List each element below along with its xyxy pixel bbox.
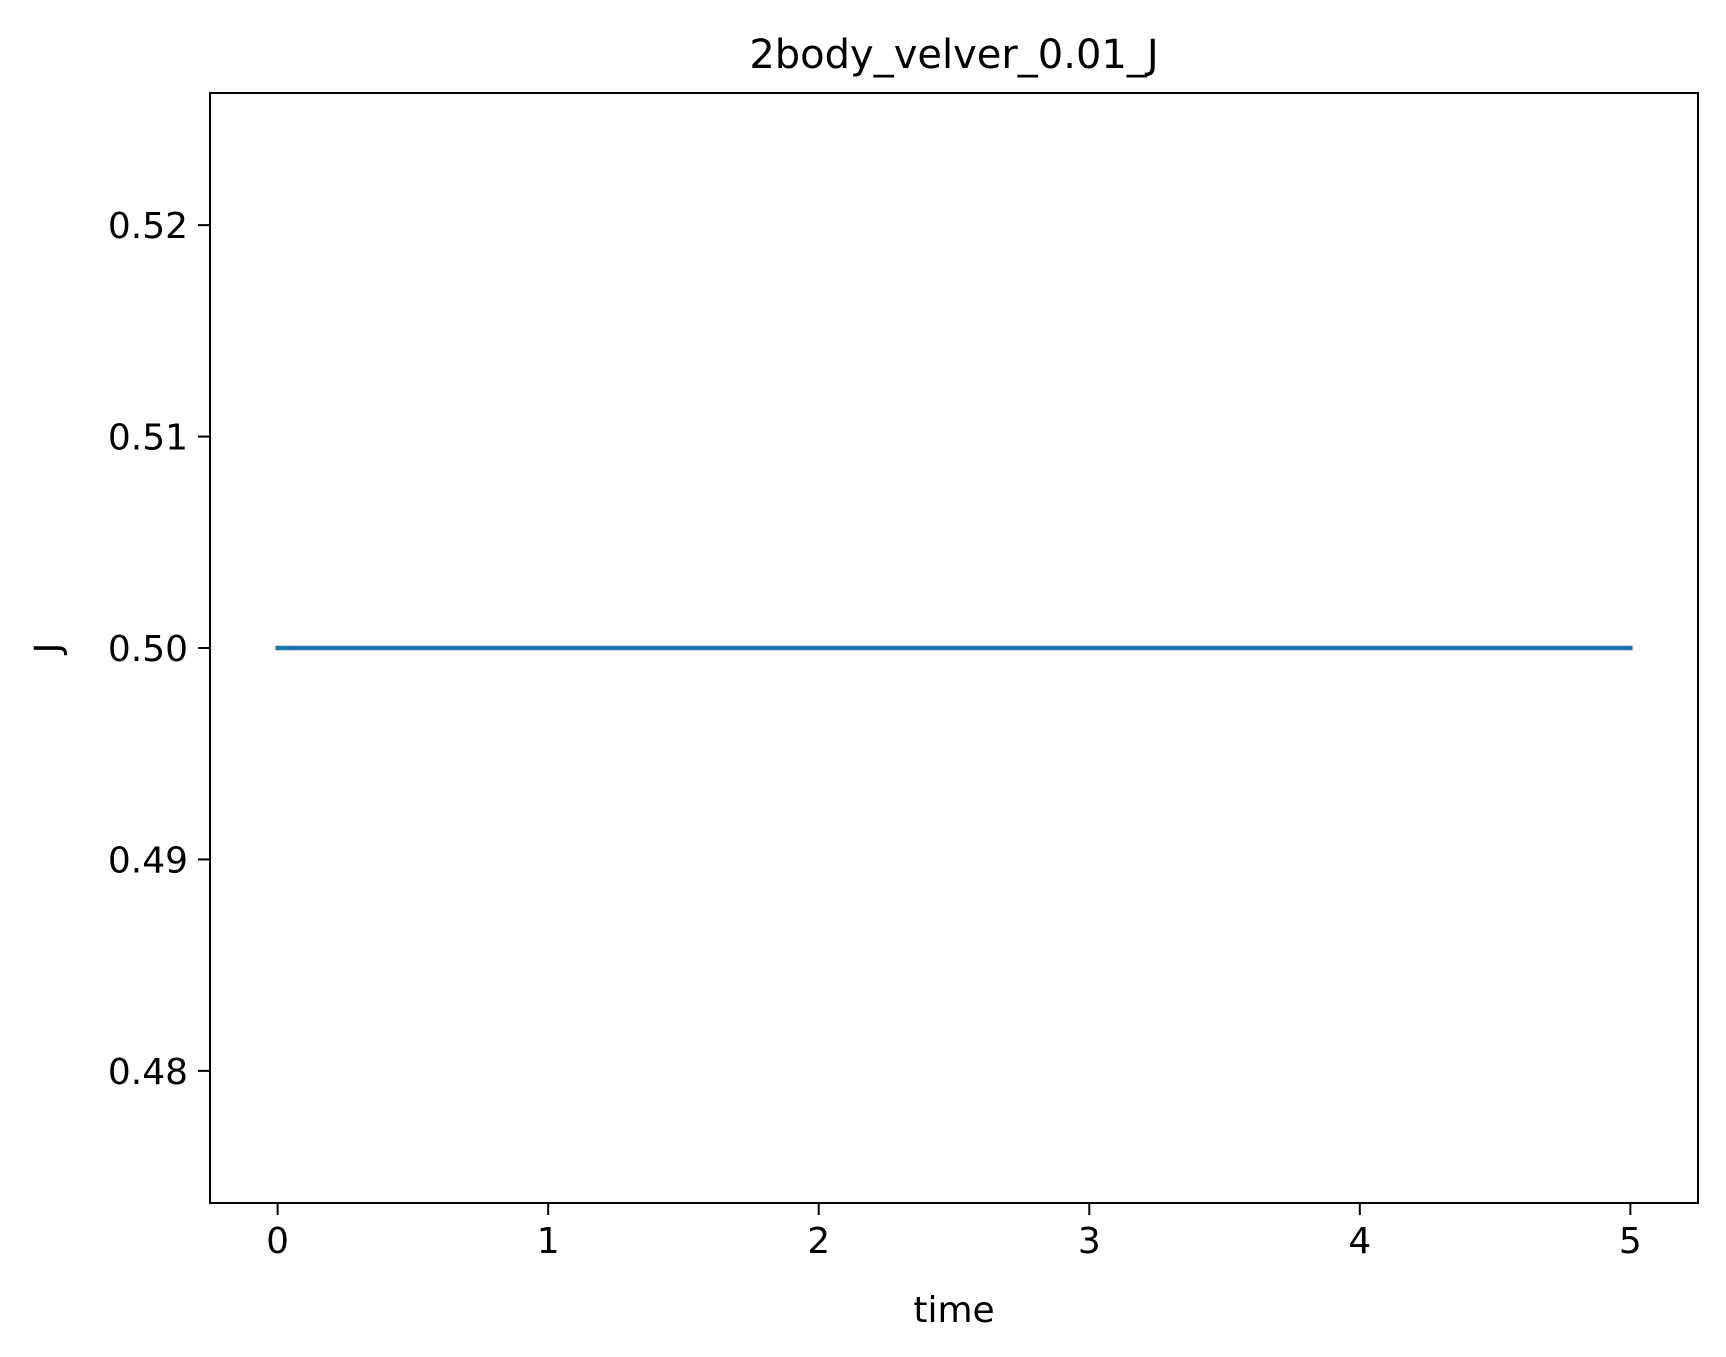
y-tick-label: 0.51 — [108, 418, 188, 459]
chart-title: 2body_velver_0.01_J — [749, 32, 1158, 78]
x-tick-label: 0 — [266, 1221, 289, 1262]
axes-frame — [209, 92, 1699, 1204]
x-tick-label: 5 — [1619, 1221, 1642, 1262]
x-tick-label: 3 — [1078, 1221, 1101, 1262]
x-tick-label: 2 — [807, 1221, 830, 1262]
y-tick-label: 0.48 — [108, 1052, 188, 1093]
y-tick-label: 0.50 — [108, 629, 188, 670]
x-tick-label: 4 — [1348, 1221, 1371, 1262]
y-tick-label: 0.49 — [108, 840, 188, 881]
y-axis-label: J — [28, 643, 69, 656]
y-axis-ticks: 0.48 0.49 0.50 0.51 0.52 — [108, 206, 210, 1093]
y-tick-label: 0.52 — [108, 206, 188, 247]
x-axis-label: time — [913, 1290, 994, 1331]
x-tick-label: 1 — [537, 1221, 560, 1262]
x-axis-ticks: 0 1 2 3 4 5 — [266, 1203, 1642, 1262]
